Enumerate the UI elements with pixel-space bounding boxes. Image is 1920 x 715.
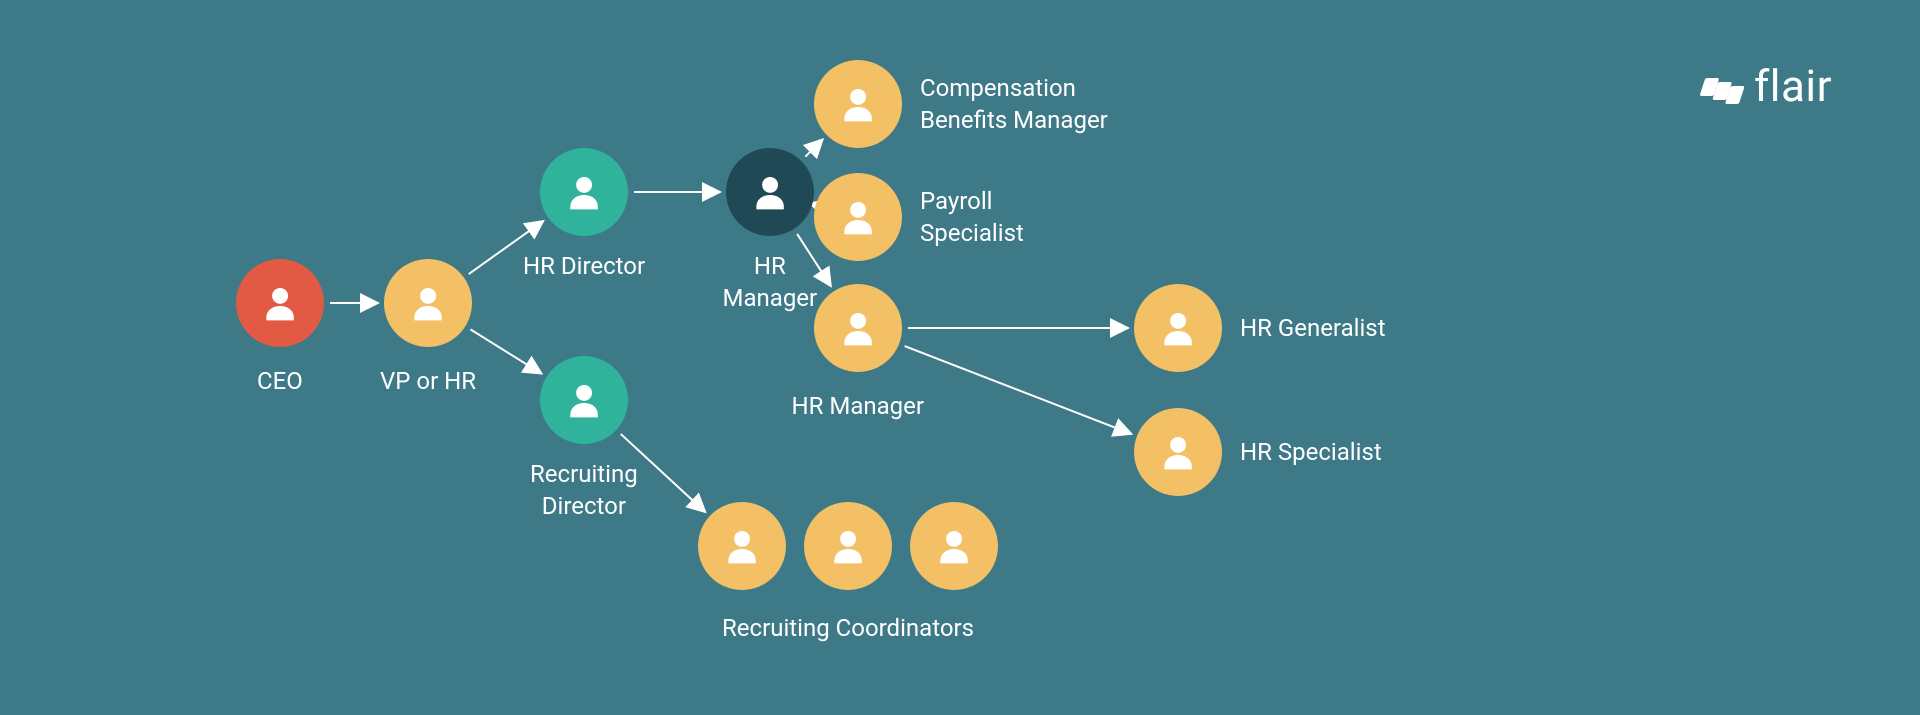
brand-logo: flair bbox=[1700, 60, 1832, 112]
node-rc1 bbox=[698, 502, 786, 590]
label-vp: VP or HR bbox=[380, 365, 476, 397]
group-label: Recruiting Coordinators bbox=[722, 612, 974, 644]
edge-hrmgr-comp bbox=[805, 139, 822, 156]
label-hrmgr: HR Manager bbox=[723, 250, 818, 315]
node-comp bbox=[814, 60, 902, 148]
person-icon bbox=[747, 169, 793, 215]
flair-logo-icon bbox=[1700, 68, 1754, 104]
person-icon bbox=[825, 523, 871, 569]
node-pay bbox=[814, 173, 902, 261]
person-icon bbox=[405, 280, 451, 326]
node-rc2 bbox=[804, 502, 892, 590]
brand-logo-text: flair bbox=[1754, 60, 1832, 112]
label-comp: Compensation Benefits Manager bbox=[920, 72, 1108, 137]
node-rc3 bbox=[910, 502, 998, 590]
edge-hrmgr2-spec bbox=[905, 346, 1132, 434]
node-spec bbox=[1134, 408, 1222, 496]
node-gen bbox=[1134, 284, 1222, 372]
node-ceo bbox=[236, 259, 324, 347]
label-recdir: Recruiting Director bbox=[530, 458, 638, 523]
person-icon bbox=[719, 523, 765, 569]
label-hrmgr2: HR Manager bbox=[792, 390, 925, 422]
node-recdir bbox=[540, 356, 628, 444]
person-icon bbox=[561, 377, 607, 423]
person-icon bbox=[561, 169, 607, 215]
node-hrmgr2 bbox=[814, 284, 902, 372]
person-icon bbox=[931, 523, 977, 569]
person-icon bbox=[835, 81, 881, 127]
node-hrdir bbox=[540, 148, 628, 236]
label-pay: Payroll Specialist bbox=[920, 185, 1024, 250]
org-chart: flair CEO VP or HR HR Director Recruitin… bbox=[0, 0, 1920, 715]
node-hrmgr bbox=[726, 148, 814, 236]
node-vp bbox=[384, 259, 472, 347]
label-ceo: CEO bbox=[257, 365, 303, 397]
label-hrdir: HR Director bbox=[523, 250, 645, 282]
label-spec: HR Specialist bbox=[1240, 436, 1382, 468]
person-icon bbox=[1155, 429, 1201, 475]
edge-vp-recdir bbox=[470, 329, 541, 373]
person-icon bbox=[835, 305, 881, 351]
label-gen: HR Generalist bbox=[1240, 312, 1386, 344]
person-icon bbox=[835, 194, 881, 240]
person-icon bbox=[1155, 305, 1201, 351]
person-icon bbox=[257, 280, 303, 326]
